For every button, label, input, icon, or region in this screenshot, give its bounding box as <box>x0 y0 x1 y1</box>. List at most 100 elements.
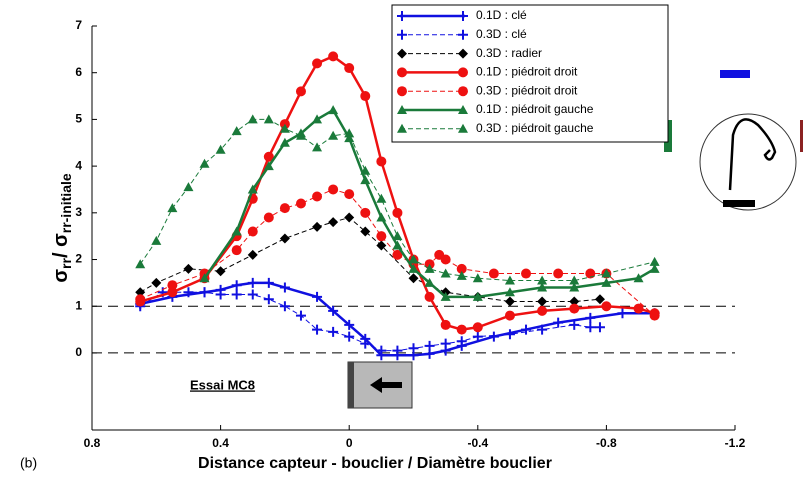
marker <box>231 289 242 300</box>
marker <box>472 322 483 333</box>
marker <box>617 308 628 319</box>
marker <box>376 212 387 222</box>
marker <box>537 305 548 316</box>
marker <box>312 114 323 124</box>
marker <box>344 331 355 342</box>
y-label-part: σ <box>50 269 72 283</box>
marker <box>135 294 146 305</box>
marker <box>183 182 194 192</box>
marker <box>488 268 499 279</box>
marker <box>594 294 605 305</box>
marker <box>521 268 532 279</box>
y-tick-label: 6 <box>75 65 82 79</box>
marker <box>585 322 596 333</box>
marker <box>397 105 407 114</box>
marker <box>215 289 226 300</box>
marker <box>504 296 515 307</box>
marker <box>344 63 355 74</box>
y-axis-label: σrr/ σrr-initiale <box>50 173 73 283</box>
marker <box>328 326 339 337</box>
marker <box>488 331 499 342</box>
marker <box>397 86 407 97</box>
marker <box>424 340 435 351</box>
marker <box>344 189 355 200</box>
marker <box>601 268 612 278</box>
marker <box>649 263 660 273</box>
marker <box>215 266 226 277</box>
marker <box>344 128 355 138</box>
section-icon <box>664 70 803 211</box>
marker <box>397 48 407 59</box>
marker <box>312 221 323 232</box>
marker <box>183 287 194 298</box>
marker <box>553 317 564 328</box>
marker <box>279 137 290 147</box>
marker <box>458 105 468 114</box>
marker <box>537 296 548 307</box>
marker <box>458 67 468 78</box>
marker <box>312 58 323 69</box>
marker <box>458 29 468 40</box>
marker <box>231 280 242 291</box>
marker <box>633 303 644 314</box>
marker <box>456 263 467 274</box>
marker <box>376 193 387 203</box>
y-tick-label: 5 <box>75 112 82 126</box>
marker <box>504 287 515 297</box>
x-tick-label: -0.8 <box>596 436 617 450</box>
marker <box>440 291 451 301</box>
marker <box>279 282 290 293</box>
marker <box>537 275 548 285</box>
legend-label: 0.3D : radier <box>476 46 542 60</box>
marker <box>601 277 612 287</box>
marker <box>295 130 306 140</box>
marker <box>263 277 274 288</box>
marker <box>594 322 605 333</box>
marker <box>569 275 580 285</box>
marker <box>312 142 323 152</box>
marker <box>440 338 451 349</box>
marker <box>328 217 339 228</box>
marker <box>167 280 178 291</box>
marker <box>408 254 419 264</box>
legend-label: 0.1D : clé <box>476 8 527 22</box>
legend-label: 0.3D : piédroit droit <box>476 83 578 97</box>
marker <box>215 144 226 154</box>
marker <box>397 123 407 133</box>
marker <box>263 114 274 124</box>
marker <box>199 158 210 168</box>
annotation: Essai MC8 <box>190 377 255 392</box>
marker <box>601 301 612 312</box>
y-tick-label: 2 <box>75 252 82 266</box>
marker <box>408 273 419 284</box>
marker <box>312 191 323 202</box>
marker <box>521 324 532 335</box>
marker <box>569 319 580 330</box>
marker <box>328 51 339 62</box>
marker <box>247 277 258 288</box>
series-line <box>139 216 601 303</box>
marker <box>167 287 178 298</box>
marker <box>504 310 515 321</box>
shield-icon <box>347 361 413 409</box>
marker <box>408 343 419 354</box>
marker <box>397 29 407 40</box>
marker <box>456 270 467 280</box>
marker <box>649 310 660 321</box>
y-label-part: rr <box>58 258 74 269</box>
marker <box>199 287 210 298</box>
x-tick-label: -0.4 <box>467 436 488 450</box>
marker <box>360 207 371 218</box>
marker <box>247 184 258 194</box>
legend-label: 0.3D : piédroit gauche <box>476 121 594 135</box>
marker <box>553 268 564 279</box>
marker <box>458 11 468 21</box>
marker <box>458 48 468 59</box>
y-tick-label: 7 <box>75 18 82 32</box>
panel-label: (b) <box>20 455 37 471</box>
marker <box>424 263 435 273</box>
marker <box>279 233 290 244</box>
legend-label: 0.3D : clé <box>476 27 527 41</box>
marker <box>649 256 660 266</box>
marker <box>183 263 194 274</box>
